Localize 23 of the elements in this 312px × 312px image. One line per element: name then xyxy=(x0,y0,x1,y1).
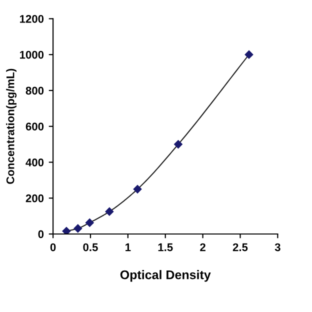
point xyxy=(86,218,94,227)
y-tick-label: 800 xyxy=(26,86,44,95)
x-tick-label: 2 xyxy=(200,243,206,252)
point xyxy=(174,140,182,148)
y-tick-label: 1200 xyxy=(20,14,44,23)
y-tick-label: 400 xyxy=(26,158,44,166)
y-tick-label: 1000 xyxy=(20,50,44,59)
x-tick-label: 1.5 xyxy=(158,243,173,252)
point xyxy=(133,185,142,194)
x-tick-label: 2.5 xyxy=(232,243,248,252)
y-tick-label: 200 xyxy=(26,194,44,202)
y-axis-title: Concentration(pg/mL) xyxy=(6,68,17,184)
y-tick-label: 600 xyxy=(26,122,44,130)
x-tick-label: 0.5 xyxy=(83,243,98,252)
point xyxy=(244,50,254,59)
x-tick-label: 3 xyxy=(274,243,280,252)
y-tick-label: 0 xyxy=(38,230,44,238)
x-tick-label: 1 xyxy=(126,243,131,252)
x-tick-label: 0 xyxy=(50,243,56,252)
point xyxy=(62,226,71,234)
x-axis-title: Optical Density xyxy=(120,270,211,282)
point xyxy=(74,224,82,233)
point xyxy=(105,207,114,216)
